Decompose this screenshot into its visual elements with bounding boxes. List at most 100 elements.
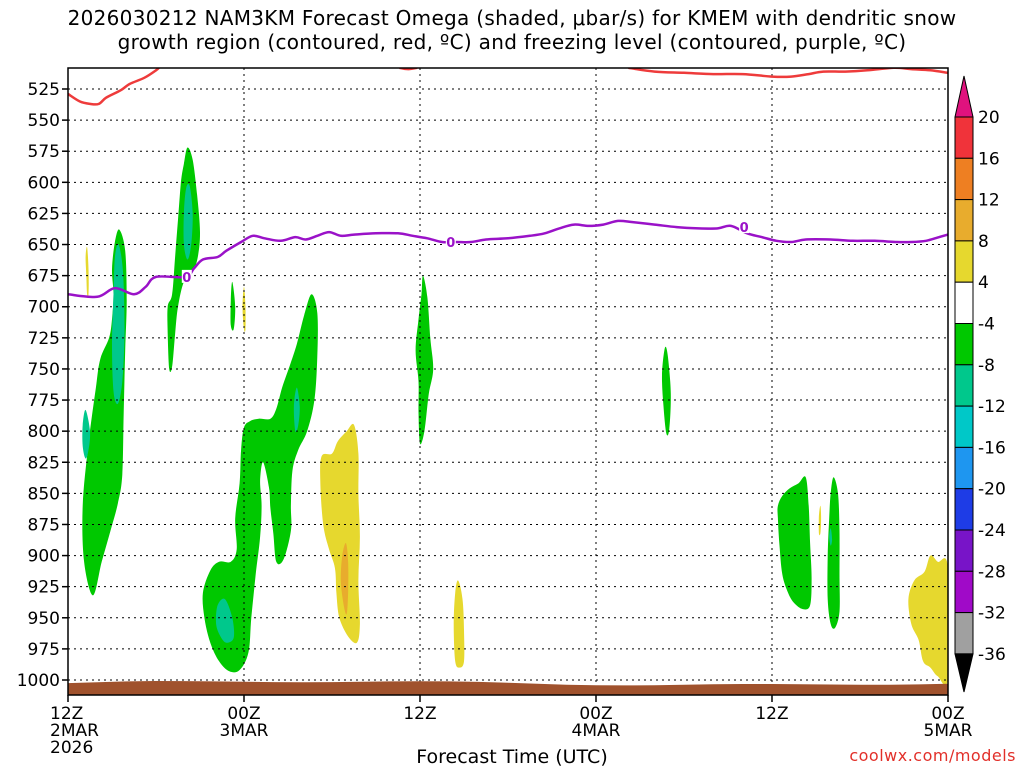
omega-shading-layer: [82, 147, 948, 686]
y-tick-label-875: 875: [28, 515, 60, 535]
colorbar-label-2: 16: [978, 149, 1000, 169]
omega-region-8: [215, 598, 235, 643]
chart-title-line-2: growth region (contoured, red, ºC) and f…: [117, 30, 907, 54]
x-tick-label-12-0: 00Z: [227, 704, 260, 724]
x-tick-label-0-1: 2MAR: [50, 721, 99, 741]
omega-region-3: [112, 243, 125, 405]
y-tick-label-925: 925: [28, 578, 60, 598]
omega-region-19: [453, 580, 465, 668]
x-axis-label: Forecast Time (UTC): [416, 746, 608, 768]
freezing-level-label-bg-2: [445, 235, 456, 249]
freezing-level-label-bg-1: [181, 269, 192, 283]
y-tick-label-700: 700: [28, 298, 60, 318]
x-tick-label-48-0: 12Z: [755, 704, 788, 724]
colorbar-bottom-arrow: [954, 653, 974, 693]
colorbar-bin-4: [954, 240, 974, 283]
x-tick-label-60-0: 00Z: [931, 704, 964, 724]
colorbar-label-7: -8: [978, 356, 995, 376]
plot-frame: [67, 67, 949, 696]
colorbar-label-3: 12: [978, 191, 1000, 211]
omega-region-15: [85, 246, 89, 298]
freezing-level-label-1: 0: [182, 271, 191, 286]
y-tick-label-850: 850: [28, 484, 60, 504]
y-tick-label-750: 750: [28, 360, 60, 380]
colorbar-label-12: -28: [978, 562, 1006, 582]
omega-region-4: [167, 147, 201, 373]
colorbar-bin-6: [954, 323, 974, 366]
colorbar-label-1: 20: [978, 108, 1000, 128]
y-tick-label-775: 775: [28, 391, 60, 411]
colorbar: 20 16 12 8 4 -4 -8 -12 -16 -20 -24 -28 -32 -36: [954, 75, 1006, 693]
colorbar-bin-12: [954, 570, 974, 614]
freezing-level-label-2: 0: [446, 236, 455, 251]
chart-title: 2026030212 NAM3KM Forecast Omega (shaded…: [0, 6, 1024, 54]
colorbar-bin-1: [954, 116, 974, 159]
y-tick-label-550: 550: [28, 111, 60, 131]
x-tick-label-36-1: 4MAR: [572, 721, 621, 741]
omega-region-9: [293, 387, 300, 433]
y-tick-label-600: 600: [28, 173, 60, 193]
y-tick-label-650: 650: [28, 236, 60, 256]
colorbar-bin-10: [954, 488, 974, 531]
x-tick-label-0-0: 12Z: [50, 704, 83, 724]
colorbar-label-8: -12: [978, 397, 1006, 417]
omega-region-17: [320, 423, 360, 644]
y-tick-label-800: 800: [28, 422, 60, 442]
colorbar-label-11: -24: [978, 521, 1006, 541]
y-tick-label-625: 625: [28, 204, 60, 224]
omega-region-7: [202, 294, 318, 673]
y-tick-label-825: 825: [28, 453, 60, 473]
freezing-level-label-3: 0: [740, 221, 749, 236]
y-axis-ticks: 525 550 575 600 625 650 675 700 725 750 775 800 825 8…: [17, 80, 68, 691]
colorbar-bin-3: [954, 199, 974, 242]
omega-region-21: [908, 555, 948, 686]
colorbar-label-14: -36: [978, 645, 1006, 665]
omega-region-13: [827, 477, 840, 629]
y-tick-label-675: 675: [28, 267, 60, 287]
omega-region-10: [415, 275, 434, 445]
y-tick-label-575: 575: [28, 142, 60, 162]
grid-layer: [68, 68, 948, 695]
x-tick-label-36-0: 00Z: [579, 704, 612, 724]
y-tick-label-1000: 1000: [17, 671, 60, 691]
colorbar-label-5: 4: [978, 273, 989, 293]
dgz-contour-3: [628, 68, 948, 79]
omega-region-20: [818, 505, 822, 536]
y-tick-label-950: 950: [28, 609, 60, 629]
freezing-level-line: [68, 219, 948, 299]
omega-region-18: [340, 543, 349, 615]
omega-region-6: [230, 281, 236, 331]
x-tick-label-12-1: 3MAR: [220, 721, 269, 741]
y-tick-label-725: 725: [28, 329, 60, 349]
omega-region-5: [183, 183, 193, 260]
colorbar-bin-11: [954, 529, 974, 572]
colorbar-top-arrow: [954, 75, 974, 118]
ground-surface: [68, 681, 948, 695]
omega-region-11: [661, 346, 671, 436]
ground-layer: [68, 681, 948, 695]
x-tick-label-60-1: 5MAR: [924, 721, 973, 741]
omega-region-14: [829, 528, 833, 546]
colorbar-bin-9: [954, 446, 974, 490]
source-credit: coolwx.com/models: [849, 746, 1016, 765]
colorbar-bin-8: [954, 405, 974, 448]
colorbar-bin-13: [954, 612, 974, 655]
colorbar-bin-5: [954, 281, 974, 325]
omega-region-12: [777, 476, 812, 610]
omega-region-2: [82, 409, 91, 459]
colorbar-label-9: -16: [978, 438, 1006, 458]
colorbar-bin-7: [954, 364, 974, 407]
x-tick-label-0-2: 2026: [50, 738, 93, 758]
y-tick-label-900: 900: [28, 547, 60, 567]
dgz-contour-1: [68, 68, 160, 106]
colorbar-bin-2: [954, 157, 974, 201]
x-tick-label-24-0: 12Z: [403, 704, 436, 724]
colorbar-label-13: -32: [978, 604, 1006, 624]
chart-title-line-1: 2026030212 NAM3KM Forecast Omega (shaded…: [67, 6, 957, 30]
y-tick-label-525: 525: [28, 80, 60, 100]
colorbar-label-4: 8: [978, 232, 989, 252]
y-tick-label-975: 975: [28, 640, 60, 660]
colorbar-label-10: -20: [978, 480, 1006, 500]
